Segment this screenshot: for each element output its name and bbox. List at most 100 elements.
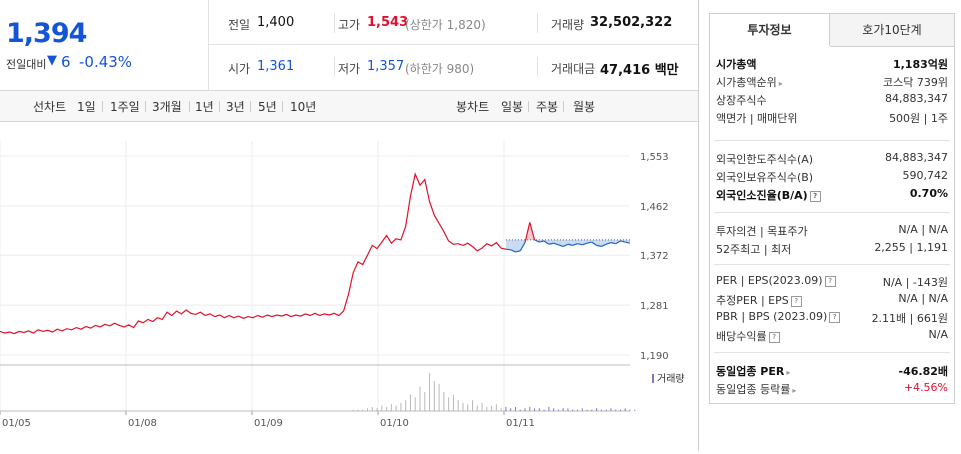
price-line-segment <box>591 241 597 246</box>
price-line <box>0 172 507 335</box>
help-icon[interactable]: ? <box>809 190 821 202</box>
period-5y[interactable]: 5년 <box>258 100 277 114</box>
info-label[interactable]: 동일업종 PER ▸ <box>716 365 791 378</box>
info-label: 외국인한도주식수(A) <box>716 153 814 166</box>
panel-divider <box>714 352 950 353</box>
volume-bar <box>448 397 450 411</box>
candle-chart-label: 봉차트 <box>456 100 490 114</box>
price-line-segment <box>558 244 564 248</box>
volume-bar <box>495 404 497 411</box>
price-line-segment <box>539 240 545 243</box>
volume-bar <box>572 409 574 411</box>
info-label: PER | EPS(2023.09)? <box>716 274 836 287</box>
volume-bar <box>481 402 483 411</box>
price-line-segment <box>586 241 592 244</box>
price-line-segment <box>534 239 540 243</box>
period-3m[interactable]: 3개월 <box>152 100 182 114</box>
price-line-segment <box>625 241 631 244</box>
volume-bar <box>615 409 617 411</box>
tab-invest-info[interactable]: 투자정보 <box>710 14 830 46</box>
high-label: 고가 <box>338 18 361 32</box>
prev-close-value: 1,400 <box>257 15 295 30</box>
info-value: N/A | N/A <box>898 223 948 236</box>
period-3y[interactable]: 3년 <box>226 100 245 114</box>
lower-limit: (하한가 980) <box>405 62 475 76</box>
volume-bar <box>505 406 507 411</box>
volume-bar <box>462 402 464 411</box>
tab-orderbook[interactable]: 호가10단계 <box>830 14 954 47</box>
info-row: 52주최고 | 최저 2,255 | 1,191 <box>716 239 948 258</box>
x-tick-label: 01/08 <box>128 418 157 429</box>
volume-bar <box>433 381 435 411</box>
volume-bar <box>500 408 502 411</box>
candle-daily[interactable]: 일봉 <box>501 100 524 114</box>
volume-bar <box>619 409 621 411</box>
divider <box>334 57 335 77</box>
volume-bar <box>400 402 402 411</box>
info-row: 시가총액순위 ▸ 코스닥 739위 <box>716 72 948 91</box>
info-value: N/A <box>928 328 948 341</box>
candle-monthly[interactable]: 월봉 <box>573 100 596 114</box>
price-chart[interactable]: 1,553 1,462 1,372 1,281 1,190 01/05 01/08 01/09… <box>0 121 698 451</box>
y-tick-label: 1,553 <box>640 152 669 163</box>
x-tick-label: 01/09 <box>254 418 283 429</box>
chevron-right-icon: ▸ <box>786 368 791 377</box>
period-1y[interactable]: 1년 <box>195 100 214 114</box>
volume-bar <box>381 405 383 411</box>
chart-svg: 1,553 1,462 1,372 1,281 1,190 01/05 01/08 01/09… <box>0 141 685 429</box>
volume-bar <box>562 408 564 411</box>
volume-bar <box>581 408 583 411</box>
volume-bar <box>538 408 540 411</box>
info-row: PER | EPS(2023.09)? N/A | -143원 <box>716 272 948 291</box>
info-value: 84,883,347 <box>885 92 948 105</box>
volume-bar <box>472 400 473 411</box>
price-line-segment <box>615 240 621 245</box>
amount-label: 거래대금 <box>551 62 596 76</box>
volume-bar <box>557 409 559 411</box>
candle-weekly[interactable]: 주봉 <box>536 100 559 114</box>
price-area-fill <box>606 239 611 245</box>
help-icon[interactable]: ? <box>829 311 841 323</box>
period-1w[interactable]: 1주일 <box>110 100 140 114</box>
y-tick-label: 1,372 <box>640 251 669 262</box>
info-label[interactable]: 시가총액순위 ▸ <box>716 76 783 89</box>
volume-bar <box>357 409 359 411</box>
price-line-segment <box>601 243 607 247</box>
info-value: 2,255 | 1,191 <box>874 241 948 254</box>
info-value: -46.82배 <box>898 365 948 378</box>
volume-bar <box>409 394 411 411</box>
volume-bar <box>553 408 555 411</box>
period-10y[interactable]: 10년 <box>290 100 317 114</box>
volume-bar <box>405 400 407 411</box>
volume-bar <box>519 409 521 411</box>
price-line-segment <box>567 243 573 246</box>
price-line-segment <box>524 222 531 243</box>
price-line-segment <box>510 249 516 253</box>
help-icon[interactable]: ? <box>824 275 836 287</box>
change-label: 전일대비 <box>6 58 47 71</box>
line-chart-label: 선차트 <box>33 100 67 114</box>
info-row: 추정PER | EPS? N/A | N/A <box>716 290 948 309</box>
volume-bar <box>534 408 536 411</box>
help-icon[interactable]: ? <box>768 331 780 343</box>
price-line-segment <box>515 250 521 253</box>
volume-bar <box>610 408 612 411</box>
volume-bar <box>395 405 397 411</box>
price-line-segment <box>562 243 569 247</box>
price-line-segment <box>610 242 616 245</box>
volume-bar <box>452 394 454 411</box>
info-row: 투자의견 | 목표주가 N/A | N/A <box>716 221 948 240</box>
y-tick-label: 1,462 <box>640 202 669 213</box>
open-value: 1,361 <box>257 59 295 74</box>
info-label[interactable]: 동일업종 등락률 ▸ <box>716 383 797 396</box>
period-1d[interactable]: 1일 <box>77 100 96 114</box>
price-area-fill <box>515 239 521 252</box>
info-row: 외국인한도주식수(A) 84,883,347 <box>716 149 948 168</box>
price-area-fill <box>596 239 602 247</box>
price-line-segment <box>572 243 578 246</box>
current-price: 1,394 <box>6 18 87 49</box>
info-row: 액면가 | 매매단위 500원 | 1주 <box>716 108 948 127</box>
help-icon[interactable]: ? <box>790 295 802 307</box>
upper-limit: (상한가 1,820) <box>405 18 486 32</box>
invest-info-panel: 투자정보 호가10단계 시가총액 1,183억원 시가총액순위 ▸ 코스닥 739위 상장… <box>709 13 955 404</box>
